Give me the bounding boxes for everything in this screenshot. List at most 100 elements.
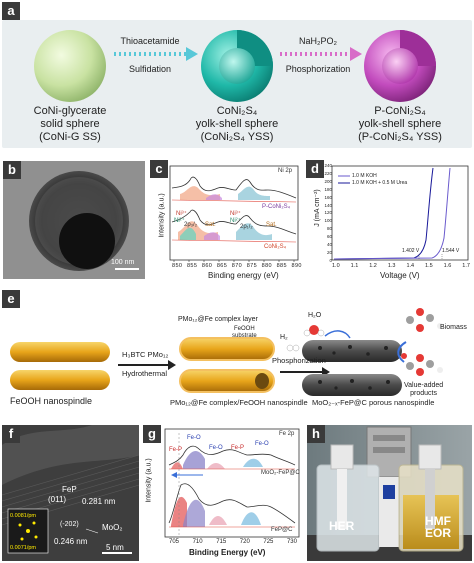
g-xlabel: Binding Energy (eV) <box>189 548 266 557</box>
d-ytick: 160 <box>324 194 332 200</box>
g-xtick: 720 <box>239 539 250 545</box>
panel-a-graphics: Thioacetamide Sulfidation NaH₂PO₂ Phosph… <box>34 30 442 143</box>
panel-a-synthesis-scheme: a <box>0 0 474 150</box>
d-ytick: 0 <box>329 257 332 263</box>
sphere3-line1: P-CoNi₂S₄ <box>374 105 426 117</box>
step2-process: Phosphorization <box>286 64 351 74</box>
d-spacing-1: 0.281 nm <box>82 497 116 506</box>
moo2-label: MoO₂ <box>102 523 123 532</box>
panel-h-photo: h HER HMF EOR <box>307 425 472 561</box>
d-xtick: 1.1 <box>350 263 359 269</box>
sphere3-line3: (P-CoNi₂S₄ YSS) <box>358 131 442 143</box>
lower-fit-peak-4 <box>204 232 220 240</box>
g-upper-trace-label: MoO₂-FeP@C <box>261 470 300 476</box>
spindle-porous-1 <box>302 340 402 362</box>
h2-molecule <box>286 344 294 352</box>
c-xtick: 865 <box>216 263 228 269</box>
hrtem-image <box>2 425 139 561</box>
upper-fit-peak-2 <box>238 186 270 200</box>
g-xticks: 705 710 715 720 725 730 <box>169 539 297 545</box>
g-peak-label-1: Fe-O <box>187 435 201 441</box>
d-xticks: 1.0 1.1 1.2 1.3 1.4 1.5 1.6 1.7 <box>332 263 470 269</box>
upper-spectrum <box>171 176 297 199</box>
d-ytick: 200 <box>324 178 332 184</box>
c-xtick: 880 <box>261 263 273 269</box>
lower-trace-label: CoNi₂S₄ <box>264 244 287 250</box>
tem-image <box>3 161 145 279</box>
yolk-core <box>59 213 115 269</box>
sphere1-line1: CoNi-glycerate <box>34 105 107 117</box>
layer-label: PMo₁₂@Fe complex layer <box>178 316 258 323</box>
d-ytick: 120 <box>324 210 332 216</box>
lsv-plot <box>331 165 469 261</box>
panel-h-letter: h <box>307 425 325 443</box>
eor-electrode-holder <box>418 444 442 470</box>
products-label: Value-added products <box>404 382 443 398</box>
plane-202: (-202) <box>60 521 79 528</box>
panel-d-letter: d <box>306 160 324 178</box>
biomass-conversion-arrow <box>397 341 407 363</box>
upper-baseline <box>171 199 297 203</box>
her-chamber <box>316 464 380 552</box>
g-peak-label-2: Fe-P <box>169 447 183 453</box>
h2-label: H₂ <box>280 334 288 341</box>
d-spacing-2: 0.246 nm <box>54 537 88 546</box>
g-upper-spectrum <box>168 445 296 466</box>
plot-frame <box>169 165 299 261</box>
g-xtick: 730 <box>286 539 297 545</box>
legend-koh: 1.0 M KOH <box>352 173 377 179</box>
spindle-porous-2 <box>302 374 402 396</box>
c-xtick: 860 <box>201 263 213 269</box>
xps-fe-plot <box>164 428 300 538</box>
h2o-molecule <box>309 325 319 335</box>
precursor-label: FeOOH nanospindle <box>10 396 93 406</box>
arrow-1-head <box>186 47 198 61</box>
spindle-coated-1 <box>179 337 275 361</box>
teal-yolk-core <box>219 48 255 84</box>
step1-reagent: Thioacetamide <box>120 36 179 46</box>
d-ytick: 20 <box>326 249 332 255</box>
panel-b-letter: b <box>3 161 21 179</box>
plane-011: (011) <box>48 495 67 504</box>
d-ytick: 140 <box>324 202 332 208</box>
g-xtick: 715 <box>216 539 227 545</box>
spindle-precursor-2 <box>10 370 110 390</box>
spindle-cross-section <box>255 373 269 389</box>
d-ytick: 80 <box>326 226 332 232</box>
spindle-precursor-1 <box>10 342 110 362</box>
fft-top-label: 0.0081/pm <box>10 513 36 519</box>
peak-label-ni3-b: Ni³⁺ <box>230 211 241 217</box>
c-xtick: 890 <box>291 263 302 269</box>
c-xtick: 870 <box>231 263 243 269</box>
trace-koh-urea <box>333 167 434 260</box>
d-ytick: 240 <box>324 163 332 168</box>
d-plot-frame <box>331 165 469 261</box>
lower-fit-peak-2 <box>180 227 196 240</box>
solid-sphere <box>34 30 106 102</box>
upper-fit-peak-3 <box>206 194 222 200</box>
hydrothermal-label: Hydrothermal <box>122 369 168 378</box>
trace-koh <box>333 167 451 260</box>
biomass-label: Biomass <box>440 324 467 331</box>
product-molecule <box>401 353 443 376</box>
biomass-molecule <box>406 308 443 332</box>
onset-2: 1.544 V <box>442 248 460 254</box>
hmf-label: HMF <box>425 514 451 528</box>
mid-label: PMo₁₂@Fe complex/FeOOH nanospindle <box>170 398 308 407</box>
step2-reagent: NaH₂PO₂ <box>299 36 338 46</box>
spindle-coated-2 <box>179 369 275 393</box>
sphere3-line2: yolk-shell sphere <box>359 118 442 130</box>
d-ytick: 100 <box>324 218 332 224</box>
d-xtick: 1.3 <box>387 263 396 269</box>
final-label: MoO₂₋ₓ-FeP@C porous nanospindle <box>312 398 435 407</box>
g-ylabel: Intensity (a.u.) <box>145 458 153 503</box>
d-ytick: 180 <box>324 186 332 192</box>
sphere1-line3: (CoNi-G SS) <box>39 131 101 143</box>
g-peak-label-4: Fe-P <box>231 445 245 451</box>
lower-baseline <box>171 239 297 243</box>
reagents-label: H₃BTC PMo₁₂ <box>122 350 169 359</box>
panel-b-tem-image: b 100 nm <box>3 161 145 279</box>
c-xtick: 875 <box>246 263 258 269</box>
onset-1: 1.402 V <box>402 248 420 254</box>
cell-photo <box>307 425 472 561</box>
